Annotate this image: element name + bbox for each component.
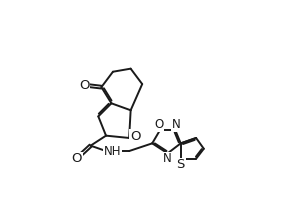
Text: O: O — [71, 152, 82, 165]
Text: NH: NH — [103, 145, 121, 158]
Text: O: O — [130, 130, 140, 143]
Text: O: O — [154, 118, 164, 131]
Text: N: N — [163, 152, 172, 165]
Text: S: S — [176, 158, 185, 171]
Text: O: O — [79, 79, 90, 92]
Text: N: N — [172, 118, 181, 131]
